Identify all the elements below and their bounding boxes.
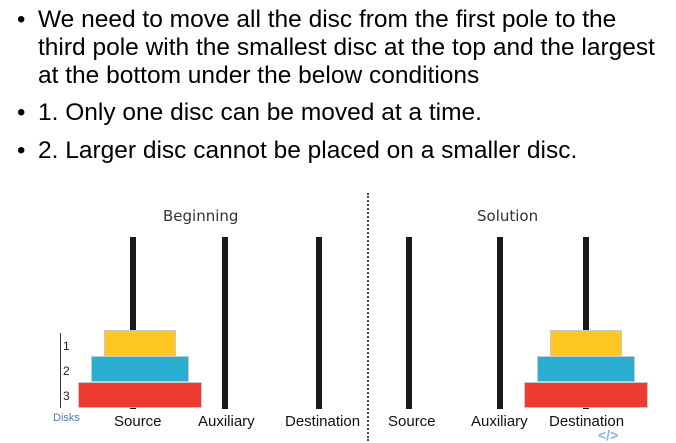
bullet-dot-icon: • — [17, 6, 26, 33]
solution-source-pole — [406, 237, 412, 409]
beginning-destination-label: Destination — [285, 413, 361, 430]
solution-disc-3 — [524, 382, 648, 408]
bullet-dot-icon: • — [17, 99, 26, 126]
beginning-disc-2 — [91, 356, 189, 382]
beginning-source-pole — [130, 237, 136, 409]
beginning-disc-1 — [104, 330, 176, 356]
bullet-dot-icon: • — [17, 137, 26, 164]
solution-destination-pole — [583, 237, 589, 409]
disc-number-3: 3 — [63, 389, 70, 403]
beginning-auxiliary-pole — [222, 237, 228, 409]
bullet-item: • 1. Only one disc can be moved at a tim… — [14, 98, 664, 128]
beginning-title: Beginning — [163, 207, 239, 225]
code-logo-icon: </> — [598, 427, 619, 443]
beginning-destination-pole — [316, 237, 322, 409]
beginning-source-label: Source — [114, 413, 162, 430]
solution-disc-2 — [537, 356, 635, 382]
solution-disc-1 — [550, 330, 622, 356]
solution-source-label: Source — [388, 413, 436, 430]
solution-auxiliary-pole — [497, 237, 503, 409]
disks-label: Disks — [53, 412, 80, 424]
solution-title: Solution — [477, 207, 539, 225]
beginning-disc-3 — [78, 382, 202, 408]
disc-number-2: 2 — [63, 364, 70, 378]
tower-of-hanoi-diagram: Beginning Solution 1 2 3 Disks Source Au… — [0, 185, 676, 443]
solution-destination-label: Destination — [549, 413, 625, 430]
beginning-auxiliary-label: Auxiliary — [198, 413, 255, 430]
disk-axis-line — [60, 333, 61, 408]
solution-auxiliary-label: Auxiliary — [471, 413, 528, 430]
bullet-list: • We need to move all the disc from the … — [14, 6, 664, 174]
bullet-item: • 2. Larger disc cannot be placed on a s… — [14, 136, 664, 166]
bullet-text: We need to move all the disc from the fi… — [38, 6, 655, 89]
disc-number-1: 1 — [63, 339, 70, 353]
bullet-item: • We need to move all the disc from the … — [14, 6, 664, 90]
section-divider — [367, 193, 369, 441]
bullet-text: 2. Larger disc cannot be placed on a sma… — [38, 137, 578, 164]
bullet-text: 1. Only one disc can be moved at a time. — [38, 99, 482, 126]
